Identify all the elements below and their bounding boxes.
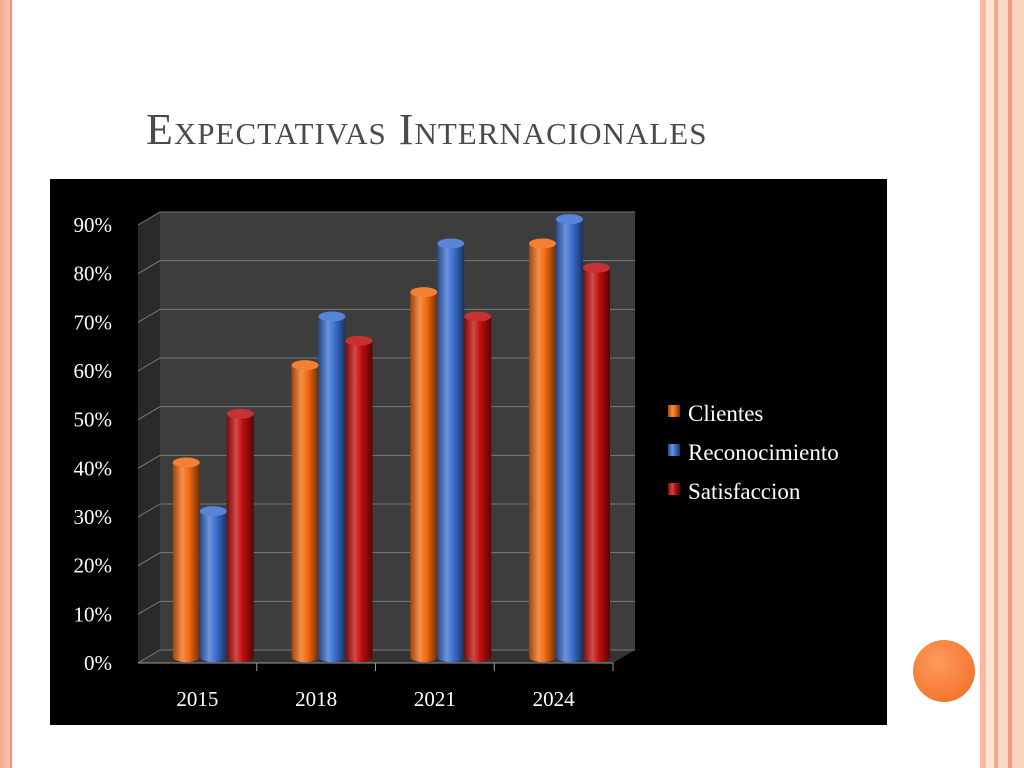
- right-border-decoration: [976, 0, 1024, 768]
- bar-clientes-2015: [172, 457, 200, 663]
- chart-container: 0% 10% 20% 30% 40% 50% 60% 70% 80% 90% 2015 2018 20…: [50, 179, 887, 725]
- legend-item-clientes: Clientes: [668, 401, 763, 426]
- y-tick-label: 0%: [84, 651, 112, 675]
- plot-wall: [138, 212, 635, 663]
- bar-satisfaccion-2015: [226, 408, 254, 663]
- x-tick-label: 2021: [414, 687, 456, 711]
- y-tick-label: 70%: [74, 310, 113, 334]
- y-tick-label: 10%: [74, 602, 113, 626]
- bar-reconocimiento-2018: [318, 311, 346, 663]
- bars: [172, 214, 611, 663]
- y-tick-label: 90%: [74, 213, 113, 237]
- legend-item-satisfaccion: Satisfaccion: [668, 479, 801, 504]
- floor: [138, 650, 635, 663]
- bar-reconocimiento-2015: [199, 506, 227, 663]
- x-tick-label: 2015: [176, 687, 218, 711]
- legend-label: Clientes: [688, 401, 763, 426]
- bar-reconocimiento-2021: [437, 238, 465, 663]
- x-tick-label: 2018: [295, 687, 337, 711]
- bar-clientes-2018: [291, 360, 319, 663]
- gridline: [137, 260, 635, 275]
- legend-swatch: [668, 444, 680, 456]
- bar-clientes-2024: [529, 238, 557, 663]
- y-tick-label: 40%: [74, 456, 113, 480]
- legend: Clientes Reconocimiento Satisfaccion: [668, 401, 839, 504]
- y-axis-ticks: 0% 10% 20% 30% 40% 50% 60% 70% 80% 90%: [74, 213, 113, 675]
- bar-satisfaccion-2021: [464, 311, 492, 663]
- left-border-decoration: [0, 0, 12, 768]
- legend-label: Reconocimiento: [688, 440, 839, 465]
- decorative-circle: [913, 640, 975, 702]
- gridline: [137, 211, 635, 226]
- x-axis-ticks: 2015 2018 2021 2024: [176, 663, 614, 711]
- gridline: [137, 308, 635, 323]
- y-tick-label: 30%: [74, 505, 113, 529]
- bar-satisfaccion-2024: [583, 262, 611, 663]
- legend-item-reconocimiento: Reconocimiento: [668, 440, 839, 465]
- bar-chart: 0%10%20%30%40%50%60%70%80%90% 2015 2018 20…: [74, 211, 839, 711]
- y-tick-label: 80%: [74, 262, 113, 286]
- side-wall: [138, 212, 160, 663]
- bar-reconocimiento-2024: [556, 214, 584, 663]
- y-tick-label: 60%: [74, 359, 113, 383]
- legend-label: Satisfaccion: [688, 479, 801, 504]
- y-tick-label: 50%: [74, 408, 113, 432]
- bar-clientes-2021: [410, 287, 438, 663]
- legend-swatch: [668, 405, 680, 417]
- legend-swatch: [668, 483, 680, 495]
- y-tick-label: 20%: [74, 554, 113, 578]
- x-tick-label: 2024: [533, 687, 576, 711]
- bar-satisfaccion-2018: [345, 335, 373, 663]
- back-wall: [160, 212, 635, 650]
- slide-title: Expectativas Internacionales: [146, 105, 708, 154]
